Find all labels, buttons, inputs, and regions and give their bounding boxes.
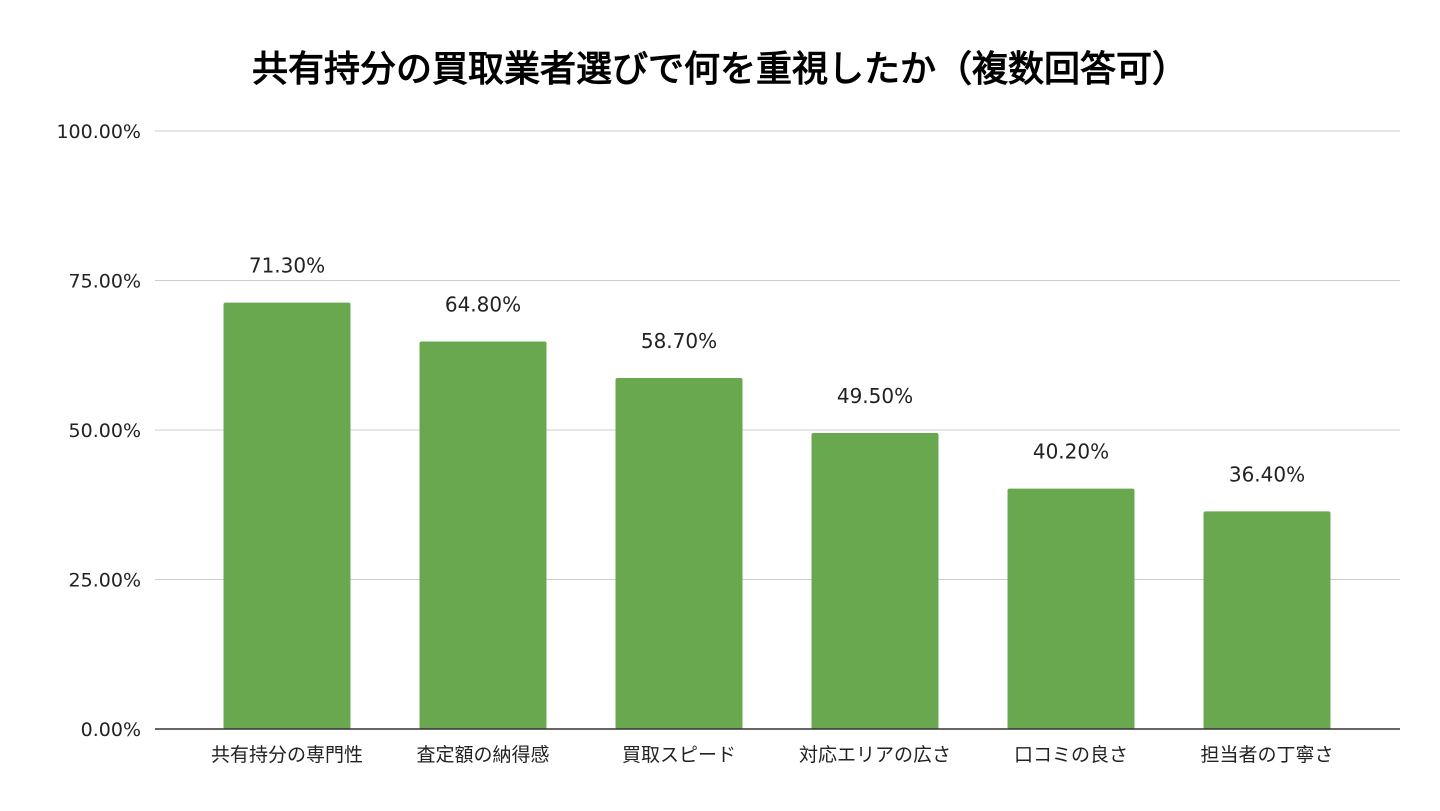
bar (1007, 488, 1135, 729)
bar (1203, 511, 1331, 729)
bar (811, 432, 939, 729)
category-label: 共有持分の専門性 (211, 744, 363, 766)
y-tick-label: 100.00% (56, 121, 141, 143)
bar (419, 341, 547, 729)
category-label: 対応エリアの広さ (799, 744, 951, 766)
category-label: 査定額の納得感 (416, 744, 549, 766)
category-label: 買取スピード (622, 744, 736, 766)
data-label: 58.70% (641, 329, 717, 353)
y-tick-label: 75.00% (69, 271, 141, 293)
y-tick-label: 0.00% (81, 719, 141, 741)
data-label: 64.80% (445, 292, 521, 316)
bar (615, 377, 743, 729)
data-label: 49.50% (837, 384, 913, 408)
y-tick-label: 50.00% (69, 420, 141, 442)
data-label: 36.40% (1229, 462, 1305, 486)
data-label: 71.30% (249, 254, 325, 278)
chart-title: 共有持分の買取業者選びで何を重視したか（複数回答可） (251, 49, 1188, 90)
category-label: 口コミの良さ (1014, 744, 1128, 766)
category-label: 担当者の丁寧さ (1200, 744, 1333, 766)
data-label: 40.20% (1033, 440, 1109, 464)
y-tick-label: 25.00% (69, 570, 141, 592)
bar (223, 302, 351, 729)
